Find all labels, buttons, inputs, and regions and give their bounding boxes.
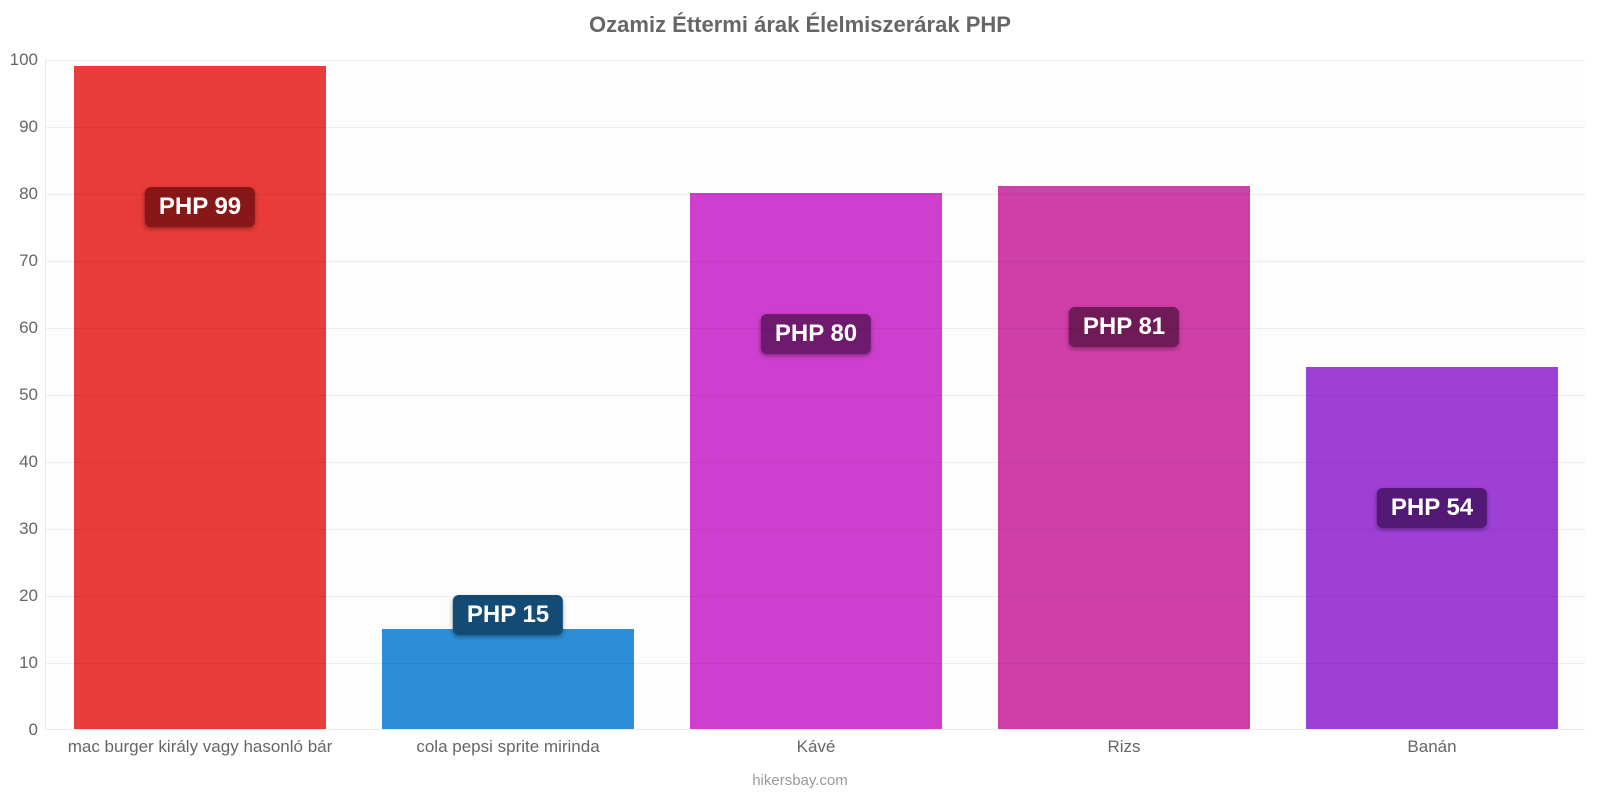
x-tick-label: Kávé bbox=[797, 737, 836, 757]
value-badge: PHP 80 bbox=[761, 314, 871, 354]
y-tick-label: 80 bbox=[19, 184, 38, 204]
y-tick-label: 70 bbox=[19, 251, 38, 271]
y-tick-label: 20 bbox=[19, 586, 38, 606]
gridline bbox=[46, 596, 1585, 597]
chart-footer: hikersbay.com bbox=[0, 772, 1600, 789]
y-tick-label: 0 bbox=[29, 720, 38, 740]
x-tick-label: cola pepsi sprite mirinda bbox=[416, 737, 599, 757]
bar bbox=[74, 66, 327, 729]
gridline bbox=[46, 462, 1585, 463]
y-tick-label: 50 bbox=[19, 385, 38, 405]
x-tick-label: Banán bbox=[1407, 737, 1456, 757]
y-tick-label: 90 bbox=[19, 117, 38, 137]
bar bbox=[690, 193, 943, 729]
x-tick-label: Rizs bbox=[1107, 737, 1140, 757]
gridline bbox=[46, 529, 1585, 530]
bar bbox=[382, 629, 635, 730]
y-tick-label: 30 bbox=[19, 519, 38, 539]
plot-area: PHP 99PHP 15PHP 80PHP 81PHP 54 010203040… bbox=[45, 60, 1585, 730]
gridline bbox=[46, 60, 1585, 61]
gridline bbox=[46, 663, 1585, 664]
y-tick-label: 100 bbox=[10, 50, 38, 70]
gridline bbox=[46, 261, 1585, 262]
y-tick-label: 60 bbox=[19, 318, 38, 338]
price-bar-chart: Ozamiz Éttermi árak Élelmiszerárak PHP P… bbox=[0, 0, 1600, 800]
bar bbox=[1306, 367, 1559, 729]
value-badge: PHP 99 bbox=[145, 187, 255, 227]
x-tick-label: mac burger király vagy hasonló bár bbox=[68, 737, 333, 757]
gridline bbox=[46, 127, 1585, 128]
bar bbox=[998, 186, 1251, 729]
gridline bbox=[46, 395, 1585, 396]
gridline bbox=[46, 328, 1585, 329]
y-tick-label: 10 bbox=[19, 653, 38, 673]
y-tick-label: 40 bbox=[19, 452, 38, 472]
gridline bbox=[46, 194, 1585, 195]
value-badge: PHP 54 bbox=[1377, 488, 1487, 528]
value-badge: PHP 15 bbox=[453, 595, 563, 635]
chart-title: Ozamiz Éttermi árak Élelmiszerárak PHP bbox=[0, 12, 1600, 38]
